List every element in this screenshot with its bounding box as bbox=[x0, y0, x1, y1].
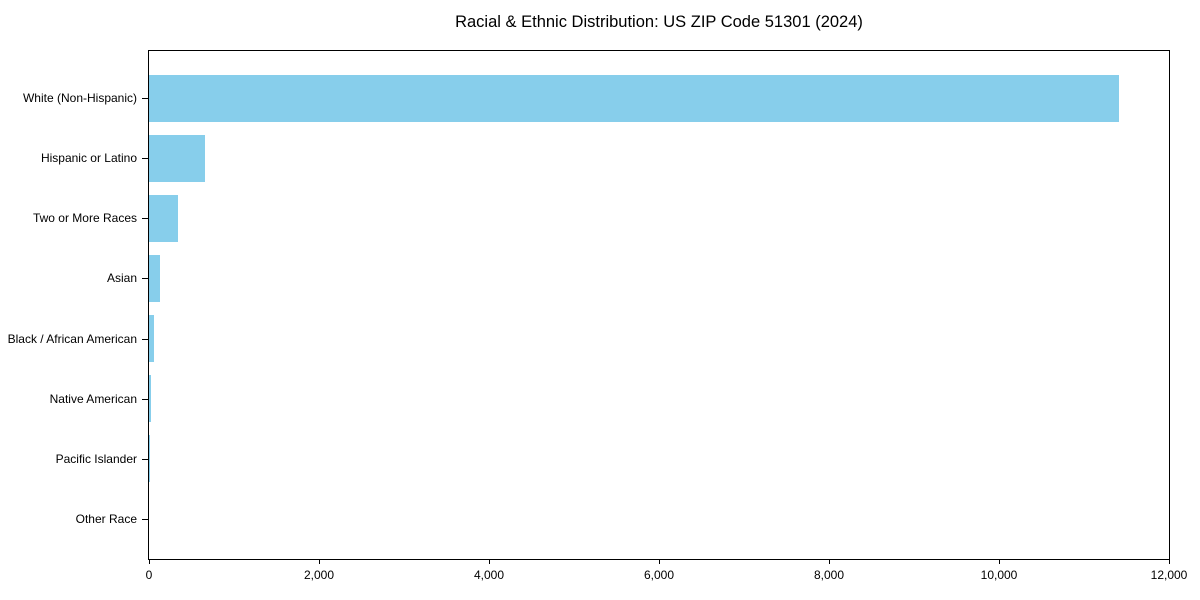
x-axis-tick bbox=[998, 559, 1000, 564]
x-tick-label: 8,000 bbox=[813, 568, 845, 582]
category-label: Pacific Islander bbox=[55, 451, 137, 466]
x-tick-label: 0 bbox=[145, 568, 153, 582]
category-label: White (Non-Hispanic) bbox=[22, 91, 137, 105]
bar bbox=[149, 375, 151, 423]
plot-area: White (Non-Hispanic) Hispanic or Latino Tw… bbox=[8, 50, 1187, 582]
category-label: Native American bbox=[49, 391, 137, 406]
x-axis-tick bbox=[488, 559, 490, 564]
x-axis-tick bbox=[828, 559, 830, 564]
bar bbox=[149, 254, 160, 302]
category-label: Two or More Races bbox=[32, 211, 137, 226]
bar bbox=[149, 74, 1119, 122]
bar bbox=[149, 194, 178, 242]
y-axis-tick bbox=[142, 278, 149, 280]
category-label: Asian bbox=[106, 271, 137, 286]
x-tick-label: 2,000 bbox=[303, 568, 335, 582]
category-label: Black / African American bbox=[7, 331, 137, 346]
category-label: Hispanic or Latino bbox=[40, 151, 137, 166]
x-tick-label: 10,000 bbox=[980, 568, 1018, 582]
bar bbox=[149, 315, 154, 363]
x-axis-tick bbox=[149, 559, 150, 564]
y-axis-tick bbox=[142, 158, 149, 160]
y-axis-tick bbox=[142, 519, 149, 520]
x-tick-label: 6,000 bbox=[643, 568, 675, 582]
chart-title: Racial & Ethnic Distribution: US ZIP Cod… bbox=[455, 13, 863, 31]
x-tick-label: 4,000 bbox=[473, 568, 505, 582]
x-axis-tick bbox=[318, 559, 320, 564]
x-axis-tick bbox=[658, 559, 660, 564]
x-axis-tick bbox=[1168, 559, 1170, 564]
y-axis-tick bbox=[142, 98, 149, 99]
y-axis-tick bbox=[142, 398, 149, 400]
y-axis-tick bbox=[142, 338, 149, 340]
y-axis-tick bbox=[142, 458, 149, 460]
x-tick-label: 12,000 bbox=[1150, 568, 1188, 582]
category-label: Other Race bbox=[75, 512, 137, 526]
y-axis-tick bbox=[142, 218, 149, 220]
bar bbox=[149, 134, 205, 182]
